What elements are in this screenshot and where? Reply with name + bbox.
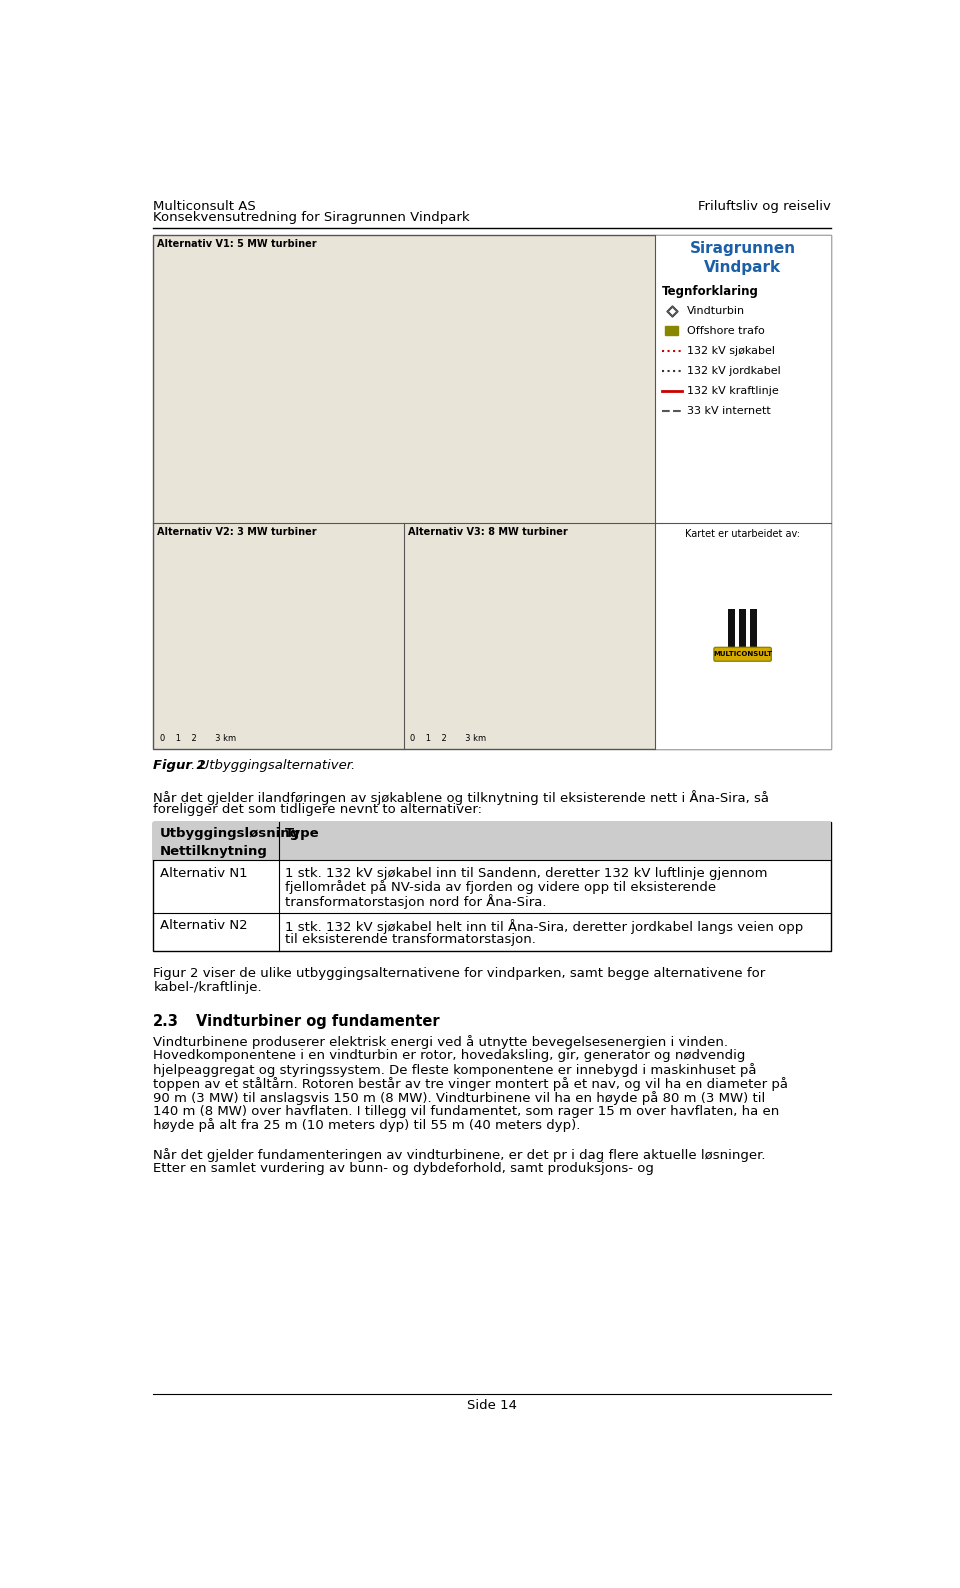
Text: Figur 2 viser de ulike utbyggingsalternativene for vindparken, samt begge altern: Figur 2 viser de ulike utbyggingsalterna… (154, 967, 765, 980)
Text: 33 kV internett: 33 kV internett (687, 407, 771, 416)
Text: foreligger det som tidligere nevnt to alternativer:: foreligger det som tidligere nevnt to al… (154, 804, 482, 816)
Text: Vindturbiner og fundamenter: Vindturbiner og fundamenter (196, 1013, 440, 1029)
Text: Alternativ V1: 5 MW turbiner: Alternativ V1: 5 MW turbiner (157, 240, 317, 249)
Bar (154, 235, 830, 750)
Text: 132 kV kraftlinje: 132 kV kraftlinje (687, 386, 779, 395)
Text: Vindturbin: Vindturbin (687, 305, 745, 316)
Text: 90 m (3 MW) til anslagsvis 150 m (8 MW). Vindturbinene vil ha en høyde på 80 m (: 90 m (3 MW) til anslagsvis 150 m (8 MW).… (154, 1091, 765, 1105)
Text: Alternativ V3: 8 MW turbiner: Alternativ V3: 8 MW turbiner (408, 527, 567, 537)
Text: 132 kV jordkabel: 132 kV jordkabel (687, 365, 780, 376)
Text: Alternativ N1: Alternativ N1 (159, 867, 247, 880)
Text: Konsekvensutredning for Siragrunnen Vindpark: Konsekvensutredning for Siragrunnen Vind… (154, 211, 470, 224)
Text: til eksisterende transformatorstasjon.: til eksisterende transformatorstasjon. (285, 932, 536, 946)
Bar (154, 823, 830, 951)
Text: 140 m (8 MW) over havflaten. I tillegg vil fundamentet, som rager 15 m over havf: 140 m (8 MW) over havflaten. I tillegg v… (154, 1105, 780, 1118)
Text: kabel-/kraftlinje.: kabel-/kraftlinje. (154, 980, 262, 994)
Text: Utbyggingsløsning
Nettilknytning: Utbyggingsløsning Nettilknytning (159, 827, 300, 859)
Text: Hovedkomponentene i en vindturbin er rotor, hovedaksling, gir, generator og nødv: Hovedkomponentene i en vindturbin er rot… (154, 1050, 746, 1062)
Bar (739, 608, 746, 648)
Text: 1 stk. 132 kV sjøkabel helt inn til Åna-Sira, deretter jordkabel langs veien opp: 1 stk. 132 kV sjøkabel helt inn til Åna-… (285, 919, 804, 934)
FancyBboxPatch shape (714, 648, 771, 661)
Text: Alternativ V2: 3 MW turbiner: Alternativ V2: 3 MW turbiner (157, 527, 317, 537)
Text: Tegnforklaring: Tegnforklaring (662, 286, 759, 299)
Bar (655, 522, 830, 750)
Text: Når det gjelder ilandføringen av sjøkablene og tilknytning til eksisterende nett: Når det gjelder ilandføringen av sjøkabl… (154, 789, 769, 805)
Text: hjelpeaggregat og styringssystem. De fleste komponentene er innebygd i maskinhus: hjelpeaggregat og styringssystem. De fle… (154, 1062, 756, 1077)
Text: Siragrunnen
Vindpark: Siragrunnen Vindpark (689, 241, 796, 275)
Bar (655, 235, 830, 522)
Text: 132 kV sjøkabel: 132 kV sjøkabel (687, 346, 775, 356)
Bar (154, 823, 830, 861)
Text: Offshore trafo: Offshore trafo (687, 326, 765, 335)
Text: Kartet er utarbeidet av:: Kartet er utarbeidet av: (685, 529, 800, 538)
Text: 1 stk. 132 kV sjøkabel inn til Sandenn, deretter 132 kV luftlinje gjennom: 1 stk. 132 kV sjøkabel inn til Sandenn, … (285, 867, 767, 880)
Text: Multiconsult AS: Multiconsult AS (154, 200, 256, 213)
Text: høyde på alt fra 25 m (10 meters dyp) til 55 m (40 meters dyp).: høyde på alt fra 25 m (10 meters dyp) ti… (154, 1118, 581, 1132)
Bar (750, 608, 756, 648)
Text: Når det gjelder fundamenteringen av vindturbinene, er det pr i dag flere aktuell: Når det gjelder fundamenteringen av vind… (154, 1148, 766, 1162)
Text: MULTICONSULT: MULTICONSULT (713, 651, 772, 657)
Bar (729, 608, 735, 648)
Text: . Utbyggingsalternativer.: . Utbyggingsalternativer. (191, 759, 355, 772)
Text: 2.3: 2.3 (154, 1013, 180, 1029)
Text: Alternativ N2: Alternativ N2 (159, 919, 247, 932)
Text: Figur 2: Figur 2 (154, 759, 206, 772)
Text: fjellområdet på NV-sida av fjorden og videre opp til eksisterende: fjellområdet på NV-sida av fjorden og vi… (285, 880, 716, 894)
Text: Side 14: Side 14 (467, 1399, 517, 1412)
Text: toppen av et ståltårn. Rotoren består av tre vinger montert på et nav, og vil ha: toppen av et ståltårn. Rotoren består av… (154, 1077, 788, 1091)
Text: Friluftsliv og reiseliv: Friluftsliv og reiseliv (698, 200, 830, 213)
Text: Type: Type (285, 827, 320, 840)
Text: 0    1    2       3 km: 0 1 2 3 km (410, 734, 487, 743)
Text: 0    1    2       3 km: 0 1 2 3 km (159, 734, 235, 743)
Bar (665, 326, 678, 335)
Text: transformatorstasjon nord for Åna-Sira.: transformatorstasjon nord for Åna-Sira. (285, 894, 546, 910)
Text: Etter en samlet vurdering av bunn- og dybdeforhold, samt produksjons- og: Etter en samlet vurdering av bunn- og dy… (154, 1161, 654, 1175)
Text: Vindturbinene produserer elektrisk energi ved å utnytte bevegelsesenergien i vin: Vindturbinene produserer elektrisk energ… (154, 1035, 729, 1050)
